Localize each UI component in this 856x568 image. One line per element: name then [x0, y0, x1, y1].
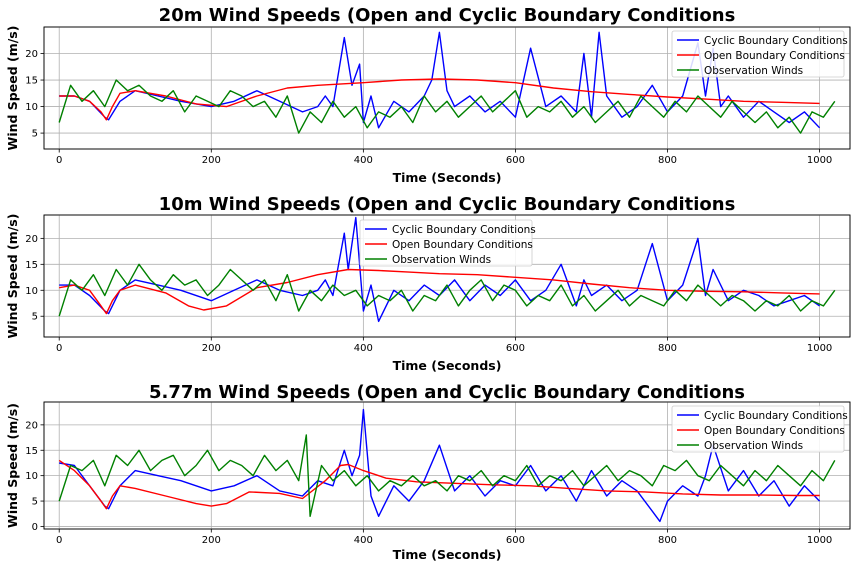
- y-tick-label: 15: [25, 446, 38, 457]
- chart-panel-5-77m: 0 200 400 600 800 1000 0 5 10 15 20 5.77m Wind Spee…: [5, 382, 851, 562]
- x-tick-label: 800: [658, 343, 677, 354]
- axes-border: [43, 214, 851, 338]
- series-line-observation-winds: [58, 434, 836, 517]
- x-tick-label: 200: [202, 155, 221, 166]
- series-line-cyclic-boundary-conditions: [59, 216, 820, 323]
- legend-label: Observation Winds: [704, 440, 803, 452]
- series-group: [58, 408, 836, 523]
- x-tick-label: 200: [202, 343, 221, 354]
- y-tick-label: 5: [32, 497, 38, 508]
- y-tick-label: 5: [32, 129, 38, 140]
- series-line-open-boundary-conditions: [59, 78, 820, 121]
- x-tick-label: 400: [354, 535, 373, 546]
- x-tick-label: 400: [354, 343, 373, 354]
- y-tick-label: 5: [32, 312, 38, 323]
- legend-label: Open Boundary Conditions: [704, 50, 845, 62]
- x-tick-label: 800: [658, 155, 677, 166]
- x-tick-label: 800: [658, 535, 677, 546]
- y-tick-label: 0: [32, 522, 38, 533]
- legend-label: Cyclic Boundary Conditions: [704, 410, 848, 422]
- legend-label: Cyclic Boundary Conditions: [704, 35, 848, 47]
- legend-box: [359, 219, 533, 267]
- chart-title: 10m Wind Speeds (Open and Cyclic Boundar…: [159, 194, 736, 215]
- x-tick-label: 0: [56, 343, 62, 354]
- y-tick-label: 10: [25, 286, 38, 297]
- y-tick-label: 20: [25, 49, 38, 60]
- series-line-observation-winds: [58, 79, 836, 134]
- y-tick-label: 10: [25, 471, 38, 482]
- legend: Cyclic Boundary Conditions Open Boundary …: [671, 405, 848, 453]
- legend: Cyclic Boundary Conditions Open Boundary …: [671, 30, 848, 78]
- legend-box: [671, 405, 845, 453]
- axes-border: [43, 26, 851, 150]
- x-tick-label: 1000: [807, 535, 832, 546]
- chart-panel-10m: 0 200 400 600 800 1000 5 10 15 20 10m Wind Speeds …: [5, 194, 851, 373]
- x-tick-label: 1000: [807, 343, 832, 354]
- legend-label: Observation Winds: [392, 254, 491, 266]
- legend-label: Cyclic Boundary Conditions: [392, 224, 536, 236]
- series-line-cyclic-boundary-conditions: [59, 408, 821, 523]
- legend-label: Open Boundary Conditions: [704, 425, 845, 437]
- x-tick-label: 1000: [807, 155, 832, 166]
- legend: Cyclic Boundary Conditions Open Boundary …: [359, 219, 536, 267]
- legend-label: Observation Winds: [704, 65, 803, 77]
- x-tick-label: 400: [354, 155, 373, 166]
- axes-border: [43, 401, 851, 530]
- y-tick-label: 15: [25, 76, 38, 87]
- x-tick-label: 0: [56, 535, 62, 546]
- x-axis-label: Time (Seconds): [393, 170, 502, 185]
- chart-title: 5.77m Wind Speeds (Open and Cyclic Bound…: [149, 382, 745, 403]
- y-tick-label: 20: [25, 234, 38, 245]
- x-tick-label: 600: [506, 535, 525, 546]
- x-tick-label: 600: [506, 343, 525, 354]
- y-tick-label: 15: [25, 260, 38, 271]
- x-axis-label: Time (Seconds): [393, 547, 502, 562]
- legend-label: Open Boundary Conditions: [392, 239, 533, 251]
- x-tick-label: 0: [56, 155, 62, 166]
- legend-box: [671, 30, 845, 78]
- y-axis-label: Wind Speed (m/s): [5, 403, 20, 528]
- chart-panel-20m: 0 200 400 600 800 1000 5 10 15 20 20m Wind Speeds …: [5, 5, 851, 185]
- x-tick-label: 200: [202, 535, 221, 546]
- series-line-open-boundary-conditions: [59, 268, 820, 315]
- y-axis-label: Wind Speed (m/s): [5, 26, 20, 151]
- series-line-observation-winds: [58, 263, 836, 317]
- y-tick-label: 20: [25, 420, 38, 431]
- y-tick-label: 10: [25, 102, 38, 113]
- x-axis-label: Time (Seconds): [393, 358, 502, 373]
- y-axis-label: Wind Speed (m/s): [5, 214, 20, 339]
- x-tick-label: 600: [506, 155, 525, 166]
- series-line-open-boundary-conditions: [58, 459, 820, 510]
- series-group: [58, 216, 836, 323]
- chart-title: 20m Wind Speeds (Open and Cyclic Boundar…: [159, 5, 736, 26]
